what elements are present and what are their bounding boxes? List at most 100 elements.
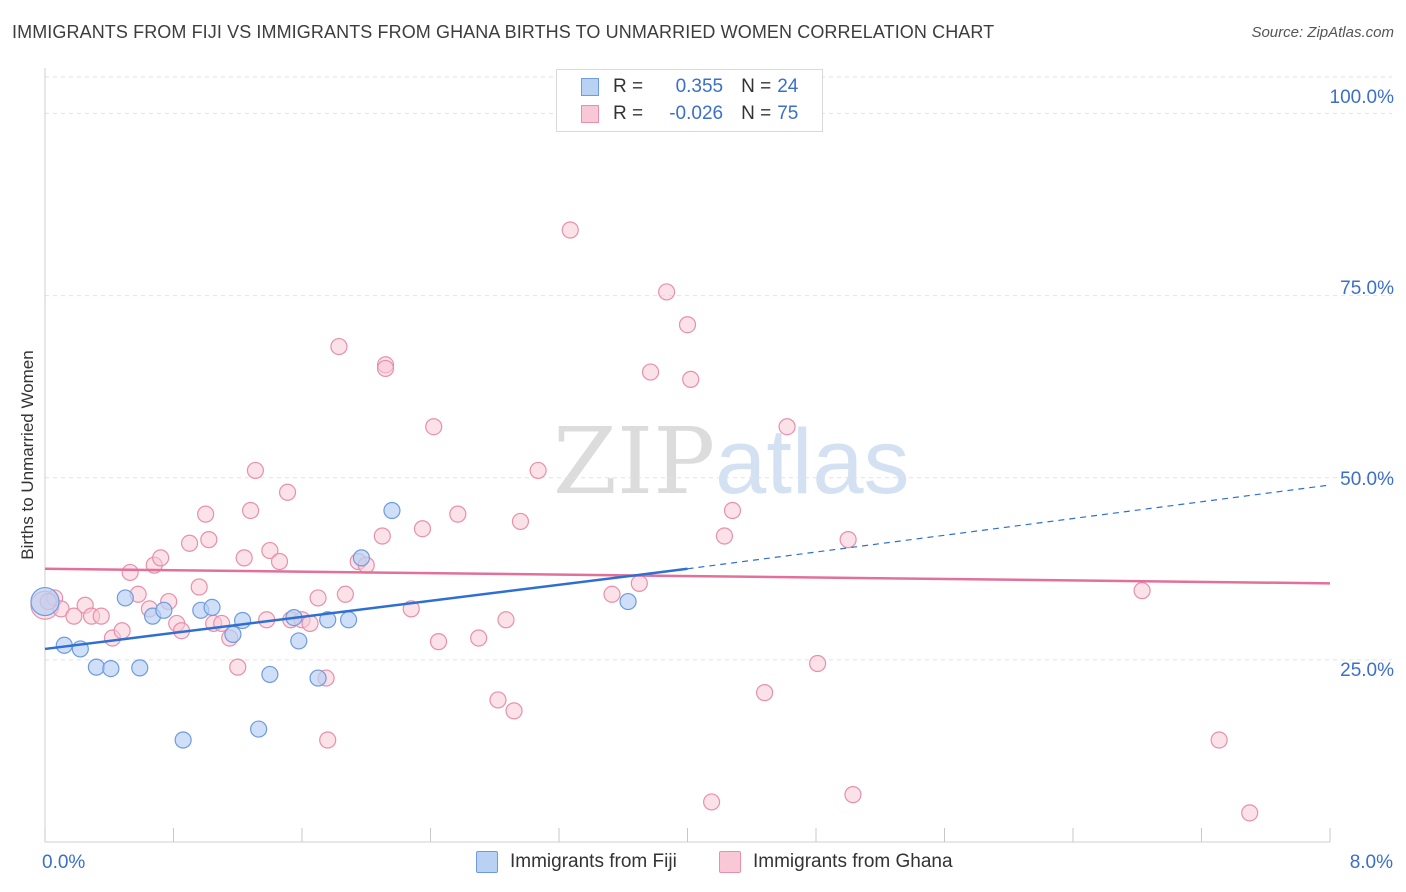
ghana-point bbox=[603, 585, 621, 603]
ghana-point bbox=[449, 505, 467, 523]
y-tick-label-50: 50.0% bbox=[1340, 469, 1394, 490]
bottom-legend-fiji: Immigrants from Fiji bbox=[476, 851, 677, 873]
x-tick-label-min: 0.0% bbox=[42, 852, 86, 873]
fiji-point bbox=[224, 625, 242, 643]
axes bbox=[44, 68, 1331, 843]
ghana-n-value: 75 bbox=[777, 103, 799, 124]
chart-title: IMMIGRANTS FROM FIJI VS IMMIGRANTS FROM … bbox=[12, 22, 995, 42]
ghana-point bbox=[425, 418, 443, 436]
ghana-point bbox=[702, 793, 721, 811]
legend-row-ghana: R = -0.026 N = 75 bbox=[581, 102, 798, 126]
ghana-point bbox=[242, 501, 260, 520]
fiji-trend-extension bbox=[687, 484, 1331, 570]
ghana-point bbox=[309, 589, 327, 607]
ghana-point bbox=[330, 337, 348, 356]
ghana-point bbox=[1210, 731, 1228, 749]
ghana-point bbox=[278, 483, 297, 501]
fiji-point bbox=[155, 601, 173, 619]
ghana-point bbox=[658, 283, 676, 301]
bottom-legend-ghana-label: Immigrants from Ghana bbox=[753, 851, 953, 872]
fiji-r-value: 0.355 bbox=[675, 76, 724, 97]
ghana-point bbox=[319, 731, 337, 749]
fiji-trend-line bbox=[44, 567, 688, 651]
ghana-point bbox=[261, 541, 279, 560]
ghana-point bbox=[1241, 804, 1259, 822]
bottom-legend-fiji-swatch bbox=[476, 851, 498, 873]
fiji-swatch bbox=[581, 78, 599, 96]
fiji-point bbox=[102, 659, 120, 678]
fiji-point bbox=[174, 731, 192, 749]
x-tick-label-max: 8.0% bbox=[1349, 852, 1393, 873]
ghana-point bbox=[561, 221, 579, 239]
fiji-r-label: R = bbox=[613, 76, 644, 97]
fiji-point bbox=[352, 549, 371, 567]
fiji-point bbox=[116, 589, 134, 607]
fiji-point bbox=[131, 659, 149, 677]
trend-lines bbox=[44, 484, 1331, 651]
fiji-point bbox=[309, 669, 327, 687]
ghana-point bbox=[1133, 582, 1151, 600]
grid-lines bbox=[45, 76, 1392, 661]
fiji-point bbox=[619, 592, 637, 611]
ghana-point bbox=[630, 574, 648, 592]
y-tick-label-100: 100.0% bbox=[1329, 87, 1394, 108]
bottom-legend-ghana-swatch bbox=[719, 851, 741, 873]
bottom-legend-ghana: Immigrants from Ghana bbox=[719, 851, 953, 873]
ghana-point bbox=[121, 563, 139, 582]
ghana-r-value: -0.026 bbox=[669, 103, 724, 124]
y-axis-label: Births to Unmarried Women bbox=[18, 350, 37, 560]
stats-legend: R = 0.355 N = 24 R = -0.026 N = 75 bbox=[556, 69, 823, 132]
ghana-point bbox=[413, 520, 432, 538]
ghana-point bbox=[301, 614, 319, 633]
ghana-point bbox=[682, 370, 700, 388]
ghana-point bbox=[373, 527, 391, 545]
ghana-point bbox=[200, 531, 218, 549]
ghana-point bbox=[180, 534, 199, 552]
fiji-point bbox=[290, 632, 308, 650]
y-tick-label-75: 75.0% bbox=[1340, 278, 1394, 299]
y-tick-label-25: 25.0% bbox=[1340, 660, 1394, 681]
ghana-point bbox=[229, 658, 247, 676]
fiji-n-value: 24 bbox=[777, 76, 799, 97]
ghana-point bbox=[839, 531, 857, 549]
ghana-point bbox=[152, 549, 170, 567]
ghana-point bbox=[470, 629, 488, 647]
fiji-point bbox=[30, 586, 60, 617]
ghana-swatch bbox=[581, 105, 599, 123]
ghana-points bbox=[30, 221, 1259, 822]
fiji-point bbox=[203, 598, 221, 617]
fiji-n-label: N = bbox=[741, 76, 772, 97]
ghana-point bbox=[235, 549, 253, 567]
watermark-zip: ZIP bbox=[553, 408, 716, 515]
fiji-point bbox=[339, 611, 358, 629]
ghana-point bbox=[336, 585, 354, 603]
source-label: Source: ZipAtlas.com bbox=[1251, 24, 1394, 41]
watermark: ZIPatlas bbox=[553, 408, 910, 515]
ghana-r-label: R = bbox=[613, 103, 644, 124]
bottom-legend-fiji-label: Immigrants from Fiji bbox=[510, 851, 677, 872]
ghana-point bbox=[778, 418, 796, 436]
ghana-point bbox=[641, 363, 660, 381]
ghana-point bbox=[511, 512, 530, 531]
fiji-point bbox=[87, 658, 106, 676]
ghana-point bbox=[715, 527, 734, 545]
ghana-point bbox=[92, 607, 110, 625]
ghana-point bbox=[65, 607, 83, 625]
ghana-point bbox=[270, 552, 289, 571]
ghana-point bbox=[429, 633, 448, 651]
ghana-point bbox=[844, 786, 862, 804]
ghana-point bbox=[197, 505, 215, 523]
ghana-point bbox=[497, 611, 515, 629]
ghana-point bbox=[246, 461, 265, 480]
ghana-point bbox=[755, 684, 774, 702]
ghana-point bbox=[113, 622, 131, 640]
legend-row-fiji: R = 0.355 N = 24 bbox=[581, 75, 798, 99]
fiji-points bbox=[30, 501, 637, 749]
ghana-point bbox=[505, 702, 523, 720]
ghana-point bbox=[529, 461, 547, 480]
fiji-point bbox=[383, 501, 401, 520]
fiji-point bbox=[250, 720, 268, 738]
ghana-point bbox=[190, 578, 208, 596]
fiji-point bbox=[319, 611, 337, 629]
ghana-point bbox=[723, 501, 742, 520]
